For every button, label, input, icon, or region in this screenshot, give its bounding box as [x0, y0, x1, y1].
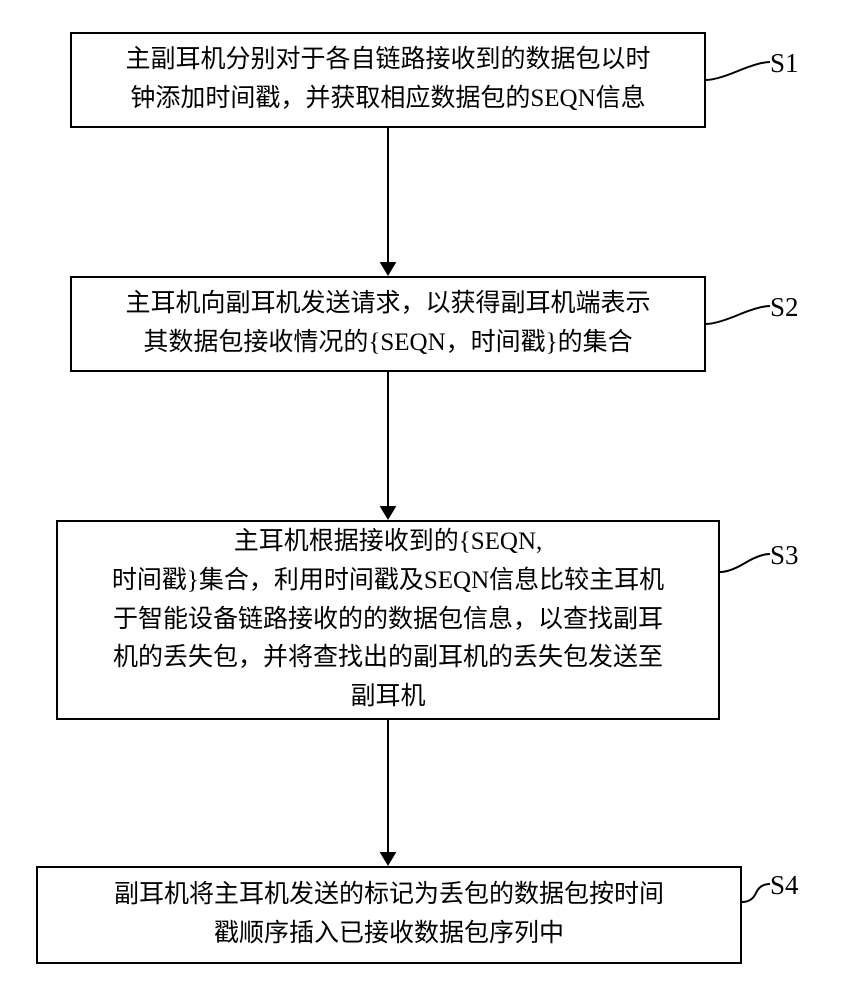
label-connector-4: [0, 0, 854, 1000]
flowchart-canvas: 主副耳机分别对于各自链路接收到的数据包以时钟添加时间戳，并获取相应数据包的SEQ…: [0, 0, 854, 1000]
